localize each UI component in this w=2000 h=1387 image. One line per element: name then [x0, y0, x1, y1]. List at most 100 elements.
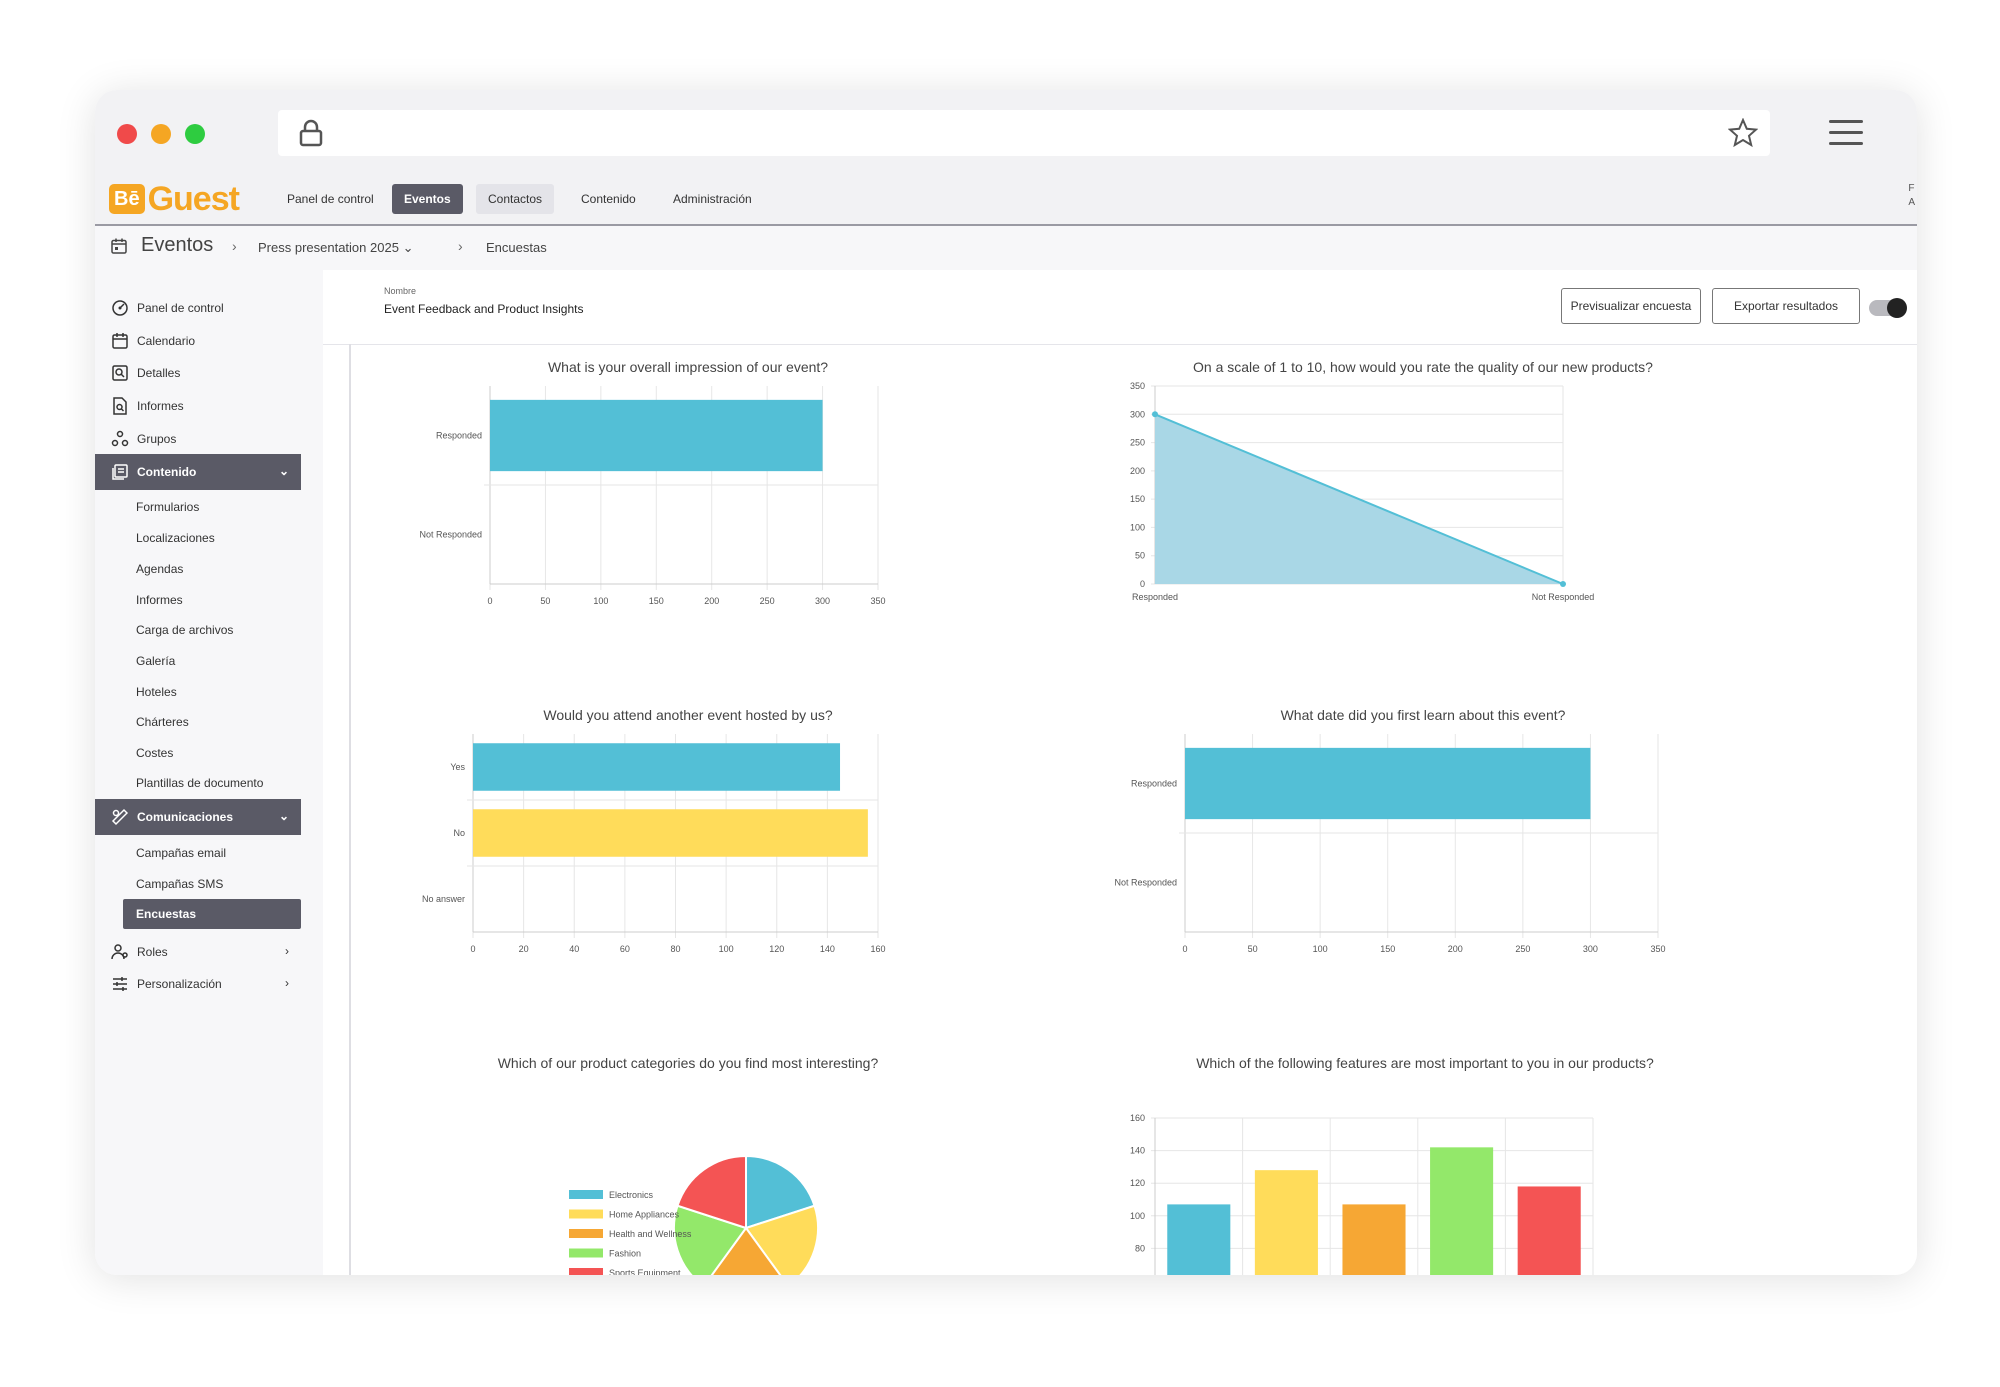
sidebar-subitem-hoteles[interactable]: Hoteles	[136, 685, 177, 699]
survey-header: Nombre Event Feedback and Product Insigh…	[323, 270, 1917, 345]
nav-eventos[interactable]: Eventos	[392, 184, 463, 214]
sidebar-item-label: Roles	[137, 945, 168, 959]
y-tick-label: 80	[1135, 1243, 1145, 1253]
breadcrumb-event[interactable]: Press presentation 2025 ⌄	[258, 240, 413, 256]
browser-window: Bē Guest Panel de control Eventos Contac…	[95, 90, 1917, 1275]
sidebar-item-roles[interactable]: Roles ›	[95, 934, 301, 970]
legend-label: Sports Equipment	[609, 1268, 681, 1275]
nav-contenido[interactable]: Contenido	[581, 192, 636, 206]
sidebar-subitem-costes[interactable]: Costes	[136, 746, 174, 760]
series-line	[1154, 413, 1564, 585]
x-tick-label: 160	[870, 944, 885, 954]
sidebar-item-panel-de-control[interactable]: Panel de control	[95, 290, 301, 326]
close-window-button[interactable]	[117, 124, 137, 144]
x-tick-label: 50	[540, 596, 550, 606]
sidebar-subitem-localizaciones[interactable]: Localizaciones	[136, 531, 215, 545]
sidebar-subitem-agendas[interactable]: Agendas	[136, 562, 184, 576]
pie-slice	[744, 1204, 819, 1275]
beguest-logo[interactable]: Bē Guest	[109, 180, 240, 218]
y-tick-label: 160	[1130, 1113, 1145, 1123]
minimize-window-button[interactable]	[151, 124, 171, 144]
sidebar-subitem-campanas-email[interactable]: Campañas email	[136, 846, 227, 860]
chevron-down-icon: ⌄	[278, 464, 289, 478]
sidebar-subitem-campanas-sms[interactable]: Campañas SMS	[136, 877, 224, 891]
nav-overflow-line1: F	[1908, 183, 1915, 194]
maximize-window-button[interactable]	[185, 124, 205, 144]
roles-icon	[111, 944, 128, 960]
bookmark-star-icon[interactable]	[1728, 118, 1758, 148]
x-tick-label: 250	[760, 596, 775, 606]
export-results-button[interactable]: Exportar resultados	[1712, 288, 1860, 324]
dashboard-icon	[112, 300, 128, 316]
sidebar-subitem-galeria[interactable]: Galería	[136, 654, 176, 668]
sidebar-subitem-charteres[interactable]: Chárteres	[136, 715, 189, 729]
chart-title: Which of the following features are most…	[1196, 1055, 1654, 1071]
x-tick-label: 0	[487, 596, 492, 606]
sidebar-subitem-plantillas[interactable]: Plantillas de documento	[136, 776, 264, 790]
groups-icon	[111, 430, 129, 447]
sidebar-item-personalizacion[interactable]: Personalización ›	[95, 966, 301, 1002]
sliders-icon	[113, 977, 127, 991]
legend-swatch	[569, 1209, 603, 1219]
sidebar-subitem-encuestas[interactable]: Encuestas	[123, 899, 301, 929]
logo-text: Guest	[147, 180, 240, 218]
hamburger-menu-icon[interactable]	[1829, 120, 1863, 146]
chart-title: Would you attend another event hosted by…	[543, 707, 832, 723]
x-tick-label: 40	[569, 944, 579, 954]
chart-product-quality: On a scale of 1 to 10, how would you rat…	[1103, 350, 1843, 690]
breadcrumb-section[interactable]: Eventos	[141, 234, 214, 256]
chart-attend-again: Would you attend another event hosted by…	[363, 698, 1103, 1038]
logo-badge: Bē	[109, 184, 145, 214]
nav-administracion[interactable]: Administración	[673, 192, 752, 206]
chart-overall-impression: What is your overall impression of our e…	[363, 350, 1103, 690]
legend-label: Electronics	[609, 1190, 654, 1200]
x-tick-label: 120	[769, 944, 784, 954]
nav-panel-de-control[interactable]: Panel de control	[287, 192, 374, 206]
chart-title: What date did you first learn about this…	[1281, 707, 1566, 723]
legend-swatch	[569, 1268, 603, 1275]
preview-survey-button[interactable]: Previsualizar encuesta	[1561, 288, 1701, 324]
bar	[1342, 1204, 1406, 1275]
sidebar-item-label: Informes	[137, 399, 184, 413]
y-tick-label: 300	[1130, 409, 1145, 419]
chart-title: Which of our product categories do you f…	[498, 1055, 879, 1071]
x-tick-label: 300	[1583, 944, 1598, 954]
x-tick-label: 350	[870, 596, 885, 606]
y-tick-label: 100	[1130, 1211, 1145, 1221]
sidebar-section-comunicaciones[interactable]: Comunicaciones ⌄	[95, 799, 301, 835]
y-tick-label: 100	[1130, 522, 1145, 532]
sidebar-subitem-carga-de-archivos[interactable]: Carga de archivos	[136, 623, 234, 637]
sidebar-item-grupos[interactable]: Grupos	[95, 421, 301, 457]
chevron-right-icon: ›	[458, 238, 463, 254]
sidebar-item-informes[interactable]: Informes	[95, 388, 301, 424]
y-tick-label: 350	[1130, 381, 1145, 391]
sidebar-section-contenido[interactable]: Contenido ⌄	[95, 454, 301, 490]
x-tick-label: 80	[670, 944, 680, 954]
bar	[1167, 1204, 1231, 1275]
y-tick-label: 250	[1130, 438, 1145, 448]
y-tick-label: 0	[1140, 579, 1145, 589]
x-category-label: Responded	[1132, 592, 1178, 602]
y-tick-label: 120	[1130, 1178, 1145, 1188]
chart-first-learn-date: What date did you first learn about this…	[1103, 698, 1843, 1038]
sidebar-subitem-formularios[interactable]: Formularios	[136, 500, 200, 514]
bar	[1430, 1147, 1494, 1275]
sidebar-subitem-informes[interactable]: Informes	[136, 593, 183, 607]
nav-contactos[interactable]: Contactos	[476, 184, 555, 214]
y-category-label: Responded	[1131, 779, 1177, 789]
y-category-label: Not Responded	[1114, 878, 1177, 888]
y-category-label: No	[453, 828, 465, 838]
bar	[1254, 1170, 1318, 1275]
survey-toggle[interactable]	[1869, 298, 1907, 318]
chevron-down-icon: ⌄	[402, 240, 414, 255]
communications-icon	[111, 808, 129, 826]
address-bar[interactable]	[278, 110, 1770, 156]
x-tick-label: 200	[1448, 944, 1463, 954]
pie-slice	[745, 1154, 816, 1230]
browser-chrome	[95, 90, 1917, 174]
legend-label: Home Appliances	[609, 1210, 680, 1220]
sidebar-section-label: Contenido	[137, 465, 197, 479]
y-category-label: Responded	[436, 431, 482, 441]
sidebar-item-calendario[interactable]: Calendario	[95, 323, 301, 359]
sidebar-item-detalles[interactable]: Detalles	[95, 355, 301, 391]
